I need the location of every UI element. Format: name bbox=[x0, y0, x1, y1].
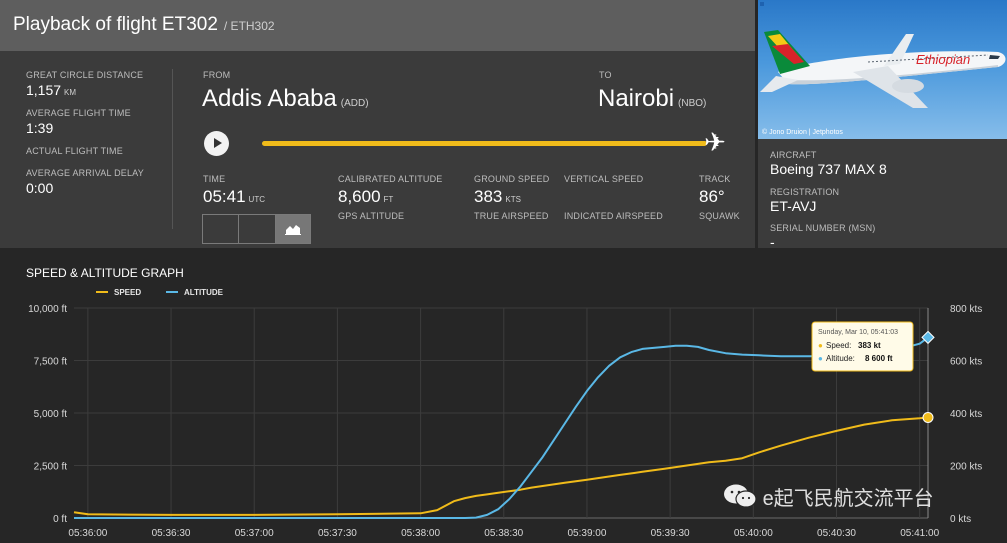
aircraft-photo[interactable]: Ethiopian © Jono Druion | Jetphotos bbox=[758, 0, 1007, 139]
x-axis-tick-label: 05:39:30 bbox=[651, 528, 690, 539]
tooltip-altitude-value: 8 600 ft bbox=[865, 354, 893, 363]
origin-city: Addis Ababa (ADD) bbox=[202, 85, 369, 112]
y-axis-right-tick-label: 0 kts bbox=[950, 514, 971, 525]
speed-marker bbox=[922, 411, 934, 423]
tooltip-altitude-label: Altitude: bbox=[826, 354, 855, 363]
calibrated-altitude-value: 8,600 FT bbox=[338, 187, 394, 206]
y-axis-right-tick-label: 200 kts bbox=[950, 462, 982, 473]
stat-delay-value: 0:00 bbox=[26, 180, 54, 196]
registration-value[interactable]: ET-AVJ bbox=[770, 198, 817, 214]
registration-label: REGISTRATION bbox=[770, 187, 840, 197]
gps-altitude-label: GPS ALTITUDE bbox=[338, 211, 405, 221]
x-axis-tick-label: 05:41:00 bbox=[900, 528, 939, 539]
view-toggle-group bbox=[202, 214, 311, 244]
ground-speed-value: 383 KTS bbox=[474, 187, 521, 206]
graph-view-button[interactable] bbox=[276, 214, 311, 244]
y-axis-left-tick-label: 0 ft bbox=[53, 514, 67, 525]
series-line-altitude bbox=[74, 336, 929, 519]
vertical-speed-label: VERTICAL SPEED bbox=[564, 174, 644, 184]
y-axis-left-tick-label: 2,500 ft bbox=[34, 462, 68, 473]
x-axis-tick-label: 05:37:00 bbox=[235, 528, 274, 539]
y-axis-right-tick-label: 600 kts bbox=[950, 357, 982, 368]
x-axis-tick-label: 05:40:30 bbox=[817, 528, 856, 539]
y-axis-left-tick-label: 10,000 ft bbox=[28, 304, 67, 315]
page-header: Playback of flight ET302 / ETH302 bbox=[0, 0, 755, 51]
airplane-icon[interactable]: ✈ bbox=[704, 127, 726, 157]
flight-info-panel: GREAT CIRCLE DISTANCE 1,157 KM AVERAGE FL… bbox=[0, 51, 755, 248]
y-axis-left-tick-label: 5,000 ft bbox=[34, 409, 68, 420]
squawk-label: SQUAWK bbox=[699, 211, 740, 221]
stat-avg-time-value: 1:39 bbox=[26, 120, 54, 136]
page-title: Playback of flight ET302 / ETH302 bbox=[13, 14, 275, 36]
x-axis-tick-label: 05:39:00 bbox=[567, 528, 606, 539]
ground-speed-label: GROUND SPEED bbox=[474, 174, 550, 184]
indicated-airspeed-label: INDICATED AIRSPEED bbox=[564, 211, 663, 221]
time-label: TIME bbox=[203, 174, 226, 184]
livery-text: Ethiopian bbox=[916, 52, 970, 67]
time-value: 05:41 UTC bbox=[203, 187, 265, 206]
track-value: 86° bbox=[699, 187, 725, 206]
speed-altitude-graph-panel: SPEED & ALTITUDE GRAPH SPEED ALTITUDE 0 f… bbox=[0, 250, 1007, 543]
aircraft-label: AIRCRAFT bbox=[770, 150, 817, 160]
altitude-marker bbox=[921, 330, 935, 345]
y-axis-right-tick-label: 400 kts bbox=[950, 409, 982, 420]
tooltip-speed-bullet: ● bbox=[818, 341, 823, 350]
area-chart-icon bbox=[285, 225, 301, 235]
view-toggle-1[interactable] bbox=[202, 214, 239, 244]
to-label: TO bbox=[599, 70, 612, 80]
x-axis-tick-label: 05:36:30 bbox=[152, 528, 191, 539]
aircraft-image: Ethiopian bbox=[760, 2, 1006, 108]
flight-title: Playback of flight ET302 bbox=[13, 14, 218, 35]
stat-avg-time-label: AVERAGE FLIGHT TIME bbox=[26, 108, 131, 118]
play-button[interactable] bbox=[204, 131, 229, 156]
destination-city: Nairobi (NBO) bbox=[598, 85, 707, 112]
speed-altitude-chart[interactable]: SPEED ALTITUDE 0 ft 2,500 ft 5,000 ft 7,500 … bbox=[0, 250, 1007, 543]
y-axis-left-tick-label: 7,500 ft bbox=[34, 357, 68, 368]
x-axis-tick-label: 05:38:00 bbox=[401, 528, 440, 539]
stat-distance-value: 1,157 KM bbox=[26, 82, 77, 98]
playback-progress-bar[interactable] bbox=[262, 141, 707, 146]
from-label: FROM bbox=[203, 70, 231, 80]
stat-actual-time-label: ACTUAL FLIGHT TIME bbox=[26, 146, 123, 156]
aircraft-info-panel: AIRCRAFT Boeing 737 MAX 8 REGISTRATION E… bbox=[758, 139, 1007, 250]
flight-callsign: / ETH302 bbox=[223, 19, 275, 33]
calibrated-altitude-label: CALIBRATED ALTITUDE bbox=[338, 174, 443, 184]
tooltip-speed-label: Speed: bbox=[826, 341, 851, 350]
tooltip-box bbox=[811, 321, 914, 372]
serial-number-value: - bbox=[770, 234, 775, 250]
x-axis-tick-label: 05:40:00 bbox=[734, 528, 773, 539]
watermark-text: e起飞民航交流平台 bbox=[762, 488, 934, 510]
true-airspeed-label: TRUE AIRSPEED bbox=[474, 211, 549, 221]
x-axis-tick-label: 05:37:30 bbox=[318, 528, 357, 539]
x-axis-tick-label: 05:38:30 bbox=[484, 528, 523, 539]
watermark: e起飞民航交流平台 bbox=[723, 482, 934, 511]
photo-credit: © Jono Druion | Jetphotos bbox=[762, 129, 843, 136]
y-axis-right-tick-label: 800 kts bbox=[950, 304, 982, 315]
tooltip-speed-value: 383 kt bbox=[858, 341, 881, 350]
graph-title: SPEED & ALTITUDE GRAPH bbox=[26, 266, 184, 280]
x-axis-tick-label: 05:36:00 bbox=[68, 528, 107, 539]
wechat-icon bbox=[724, 484, 757, 508]
stat-distance-label: GREAT CIRCLE DISTANCE bbox=[26, 70, 144, 80]
serial-number-label: SERIAL NUMBER (MSN) bbox=[770, 223, 876, 233]
aircraft-value: Boeing 737 MAX 8 bbox=[770, 161, 887, 177]
view-toggle-2[interactable] bbox=[239, 214, 276, 244]
legend-label-speed: SPEED bbox=[114, 288, 141, 297]
tooltip-altitude-bullet: ● bbox=[818, 354, 823, 363]
tooltip-date: Sunday, Mar 10, 05:41:03 bbox=[818, 329, 898, 336]
legend-label-altitude: ALTITUDE bbox=[184, 288, 224, 297]
series-line-speed bbox=[73, 416, 929, 516]
stat-delay-label: AVERAGE ARRIVAL DELAY bbox=[26, 168, 144, 178]
track-label: TRACK bbox=[699, 174, 731, 184]
column-divider bbox=[172, 69, 173, 229]
